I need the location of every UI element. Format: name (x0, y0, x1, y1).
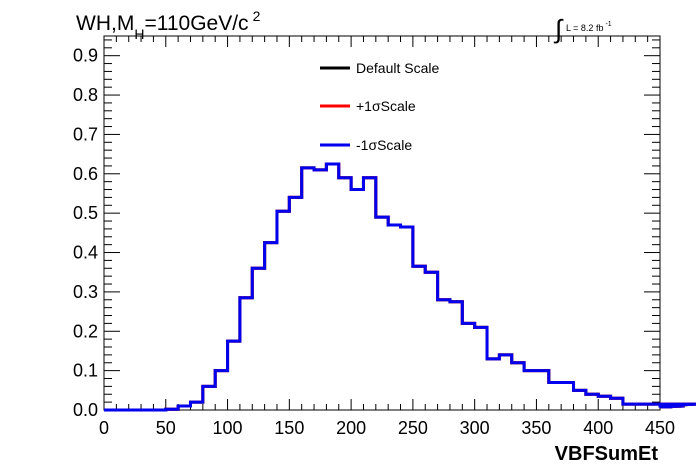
x-tick-label: 350 (521, 418, 551, 438)
y-tick-label: 0.1 (73, 361, 98, 381)
x-tick-label: 150 (274, 418, 304, 438)
x-tick-label: 300 (460, 418, 490, 438)
plot-frame (103, 35, 661, 411)
luminosity-superscript: -1 (605, 21, 611, 28)
legend-label-plus-sigma-scale: +1σScale (356, 98, 416, 114)
legend-entry-plus-sigma-scale: +1σScale (320, 98, 416, 114)
legend-label-default-scale: Default Scale (356, 60, 439, 76)
y-tick-label: 0.5 (73, 203, 98, 223)
x-tick-label: 400 (583, 418, 613, 438)
integral-sign-icon: ∫ (553, 14, 564, 44)
x-tick-label: 0 (99, 418, 109, 438)
chart-title-main: WH,M (76, 12, 134, 35)
y-tick-label: 0.3 (73, 282, 98, 302)
x-tick-label: 450 (645, 418, 675, 438)
y-tick-label: 0.0 (73, 400, 98, 420)
x-tick-label: 100 (213, 418, 243, 438)
y-tick-label: 0.6 (73, 164, 98, 184)
legend: Default Scale +1σScale -1σScale (320, 60, 439, 153)
chart-title-subscript: H (134, 26, 144, 42)
y-axis: 0.0 0.1 0.2 0.3 0.4 0.5 0.6 0.7 0.8 0.9 (73, 39, 660, 420)
y-tick-label: 0.8 (73, 85, 98, 105)
y-tick-label: 0.4 (73, 243, 98, 263)
y-tick-label: 0.2 (73, 321, 98, 341)
legend-label-minus-sigma-scale: -1σScale (356, 137, 412, 153)
x-axis-label: VBFSumEt (555, 443, 659, 465)
series-line-2--1-scale (104, 162, 696, 412)
series-layer (104, 162, 696, 412)
y-tick-label: 0.7 (73, 124, 98, 144)
luminosity-text: L = 8.2 fb (566, 23, 603, 33)
legend-entry-default-scale: Default Scale (320, 60, 439, 76)
y-tick-label: 0.9 (73, 46, 98, 66)
chart-title: WH,MH=110GeV/c 2 (76, 8, 261, 42)
x-tick-label: 200 (336, 418, 366, 438)
chart-title-rest: =110GeV/c (144, 12, 248, 35)
x-axis: 0 50 100 150 200 250 300 350 400 450 (99, 36, 675, 438)
x-tick-label: 250 (398, 418, 428, 438)
luminosity-label: L = 8.2 fb -1 (566, 21, 612, 33)
legend-entry-minus-sigma-scale: -1σScale (320, 137, 412, 153)
chart-title-superscript: 2 (253, 8, 261, 24)
x-tick-label: 50 (156, 418, 176, 438)
